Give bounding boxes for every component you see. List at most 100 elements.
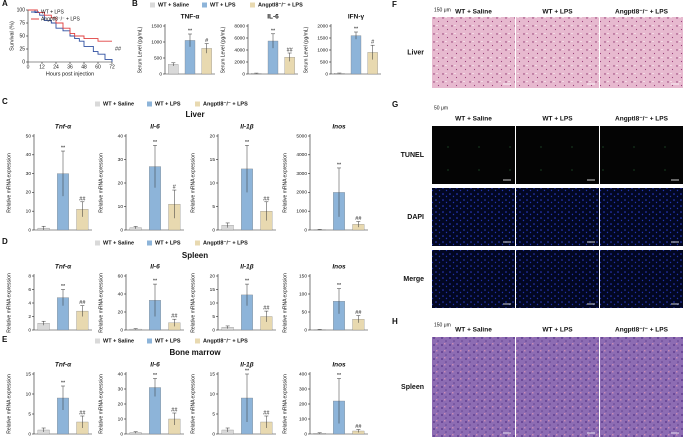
significance: ##: [355, 424, 362, 430]
error-bar: [153, 283, 157, 317]
error-bar: [133, 431, 138, 434]
y-tick-label: 10: [26, 208, 32, 214]
error-bar: [80, 415, 85, 428]
scale-label: 150 μm: [434, 322, 451, 328]
micrograph: [600, 17, 683, 88]
y-axis-label: Relative mRNA expression: [190, 374, 196, 434]
error-bar: [337, 288, 341, 314]
legend-swatch: [195, 240, 200, 246]
significance: **: [354, 26, 359, 32]
y-tick-label: 400: [299, 371, 307, 377]
error-bar: [41, 225, 46, 230]
y-tick-label: 2000: [296, 190, 307, 196]
panel-label: H: [392, 317, 398, 326]
error-bar: [356, 221, 361, 228]
error-bar: [153, 145, 157, 188]
micrograph: [432, 126, 515, 184]
significance: **: [245, 279, 250, 285]
legend-swatch: [147, 240, 152, 246]
error-bar: [80, 201, 85, 217]
error-bar: [370, 44, 375, 60]
y-tick-label: 10: [118, 416, 124, 422]
x-tick-label: 36: [67, 64, 73, 70]
y-axis-label: Relative mRNA expression: [98, 273, 104, 333]
scale-label: 150 μm: [434, 7, 451, 13]
significance: ##: [287, 47, 294, 53]
y-tick-label: 0: [28, 327, 31, 333]
error-bar: [61, 385, 65, 410]
x-tick-label: 12: [39, 64, 45, 70]
error-bar: [172, 318, 177, 327]
chart-title: IFN-γ: [348, 14, 365, 21]
y-tick-label: 10: [210, 300, 216, 306]
y-tick-label: 300: [299, 386, 307, 392]
error-bar: [287, 52, 292, 62]
micrograph: [432, 337, 515, 437]
y-tick-label: 30: [26, 171, 32, 177]
column-title: WT + LPS: [542, 9, 573, 16]
annotation: ##: [115, 47, 122, 53]
y-tick-label: 0: [120, 431, 123, 437]
y-tick-label: 1000: [317, 47, 328, 53]
legend-swatch: [195, 338, 200, 344]
legend-swatch: [95, 338, 100, 344]
micrograph: [432, 17, 515, 88]
significance: ##: [171, 314, 178, 320]
y-tick-label: 20: [26, 190, 32, 196]
error-bar: [356, 429, 361, 433]
panel-label: D: [2, 237, 8, 246]
row-label: Liver: [407, 49, 424, 56]
micrograph: [600, 188, 683, 246]
y-tick-label: 100: [299, 416, 307, 422]
legend-swatch: [95, 101, 100, 107]
survival-line: [28, 9, 112, 42]
chart-title: Il-1β: [240, 362, 253, 369]
significance: ##: [263, 196, 270, 202]
error-bar: [356, 315, 361, 323]
chart-title: Tnf-α: [55, 264, 72, 271]
y-tick-label: 0: [304, 227, 307, 233]
legend-swatch: [150, 2, 155, 8]
y-tick-label: 8: [28, 273, 31, 279]
y-tick-label: 50: [19, 33, 25, 39]
column-title: Angptl8⁻/⁻ + LPS: [615, 116, 669, 123]
chart-title: Inos: [332, 124, 346, 131]
error-bar: [61, 289, 65, 306]
y-tick-label: 0: [212, 431, 215, 437]
significance: ##: [263, 410, 270, 416]
y-tick-label: 0: [22, 59, 25, 65]
y-tick-label: 40: [118, 133, 124, 139]
y-tick-label: 500: [154, 55, 162, 61]
significance: **: [153, 140, 158, 146]
micrograph: [516, 337, 599, 437]
significance: ##: [263, 306, 270, 312]
error-bar: [204, 43, 209, 54]
y-axis-label: Relative mRNA expression: [98, 153, 104, 213]
y-tick-label: 2000: [234, 59, 245, 65]
column-title: WT + Saline: [455, 9, 492, 16]
panel-label: A: [2, 0, 8, 8]
y-tick-label: 0: [242, 71, 245, 77]
error-bar: [61, 150, 65, 197]
error-bar: [225, 427, 230, 432]
micrograph: [432, 188, 515, 246]
y-axis-label: Relative mRNA expression: [282, 374, 288, 434]
significance: **: [271, 28, 276, 34]
y-tick-label: 0: [120, 227, 123, 233]
y-tick-label: 75: [19, 20, 25, 26]
error-bar: [133, 226, 138, 229]
y-tick-label: 0: [120, 327, 123, 333]
error-bar: [172, 189, 177, 219]
y-axis-label: Serum Level (pg/mL): [137, 26, 143, 73]
y-tick-label: 30: [118, 157, 124, 163]
chart-title: Tnf-α: [55, 362, 72, 369]
y-tick-label: 20: [118, 401, 124, 407]
y-tick-label: 0: [212, 327, 215, 333]
y-tick-label: 0: [304, 431, 307, 437]
chart-title: Inos: [332, 264, 346, 271]
y-axis-label: Relative mRNA expression: [98, 374, 104, 434]
significance: ##: [79, 410, 86, 416]
legend-label: WT + LPS: [155, 338, 181, 344]
legend-label: Angptl8⁻/⁻ + LPS: [203, 240, 248, 246]
